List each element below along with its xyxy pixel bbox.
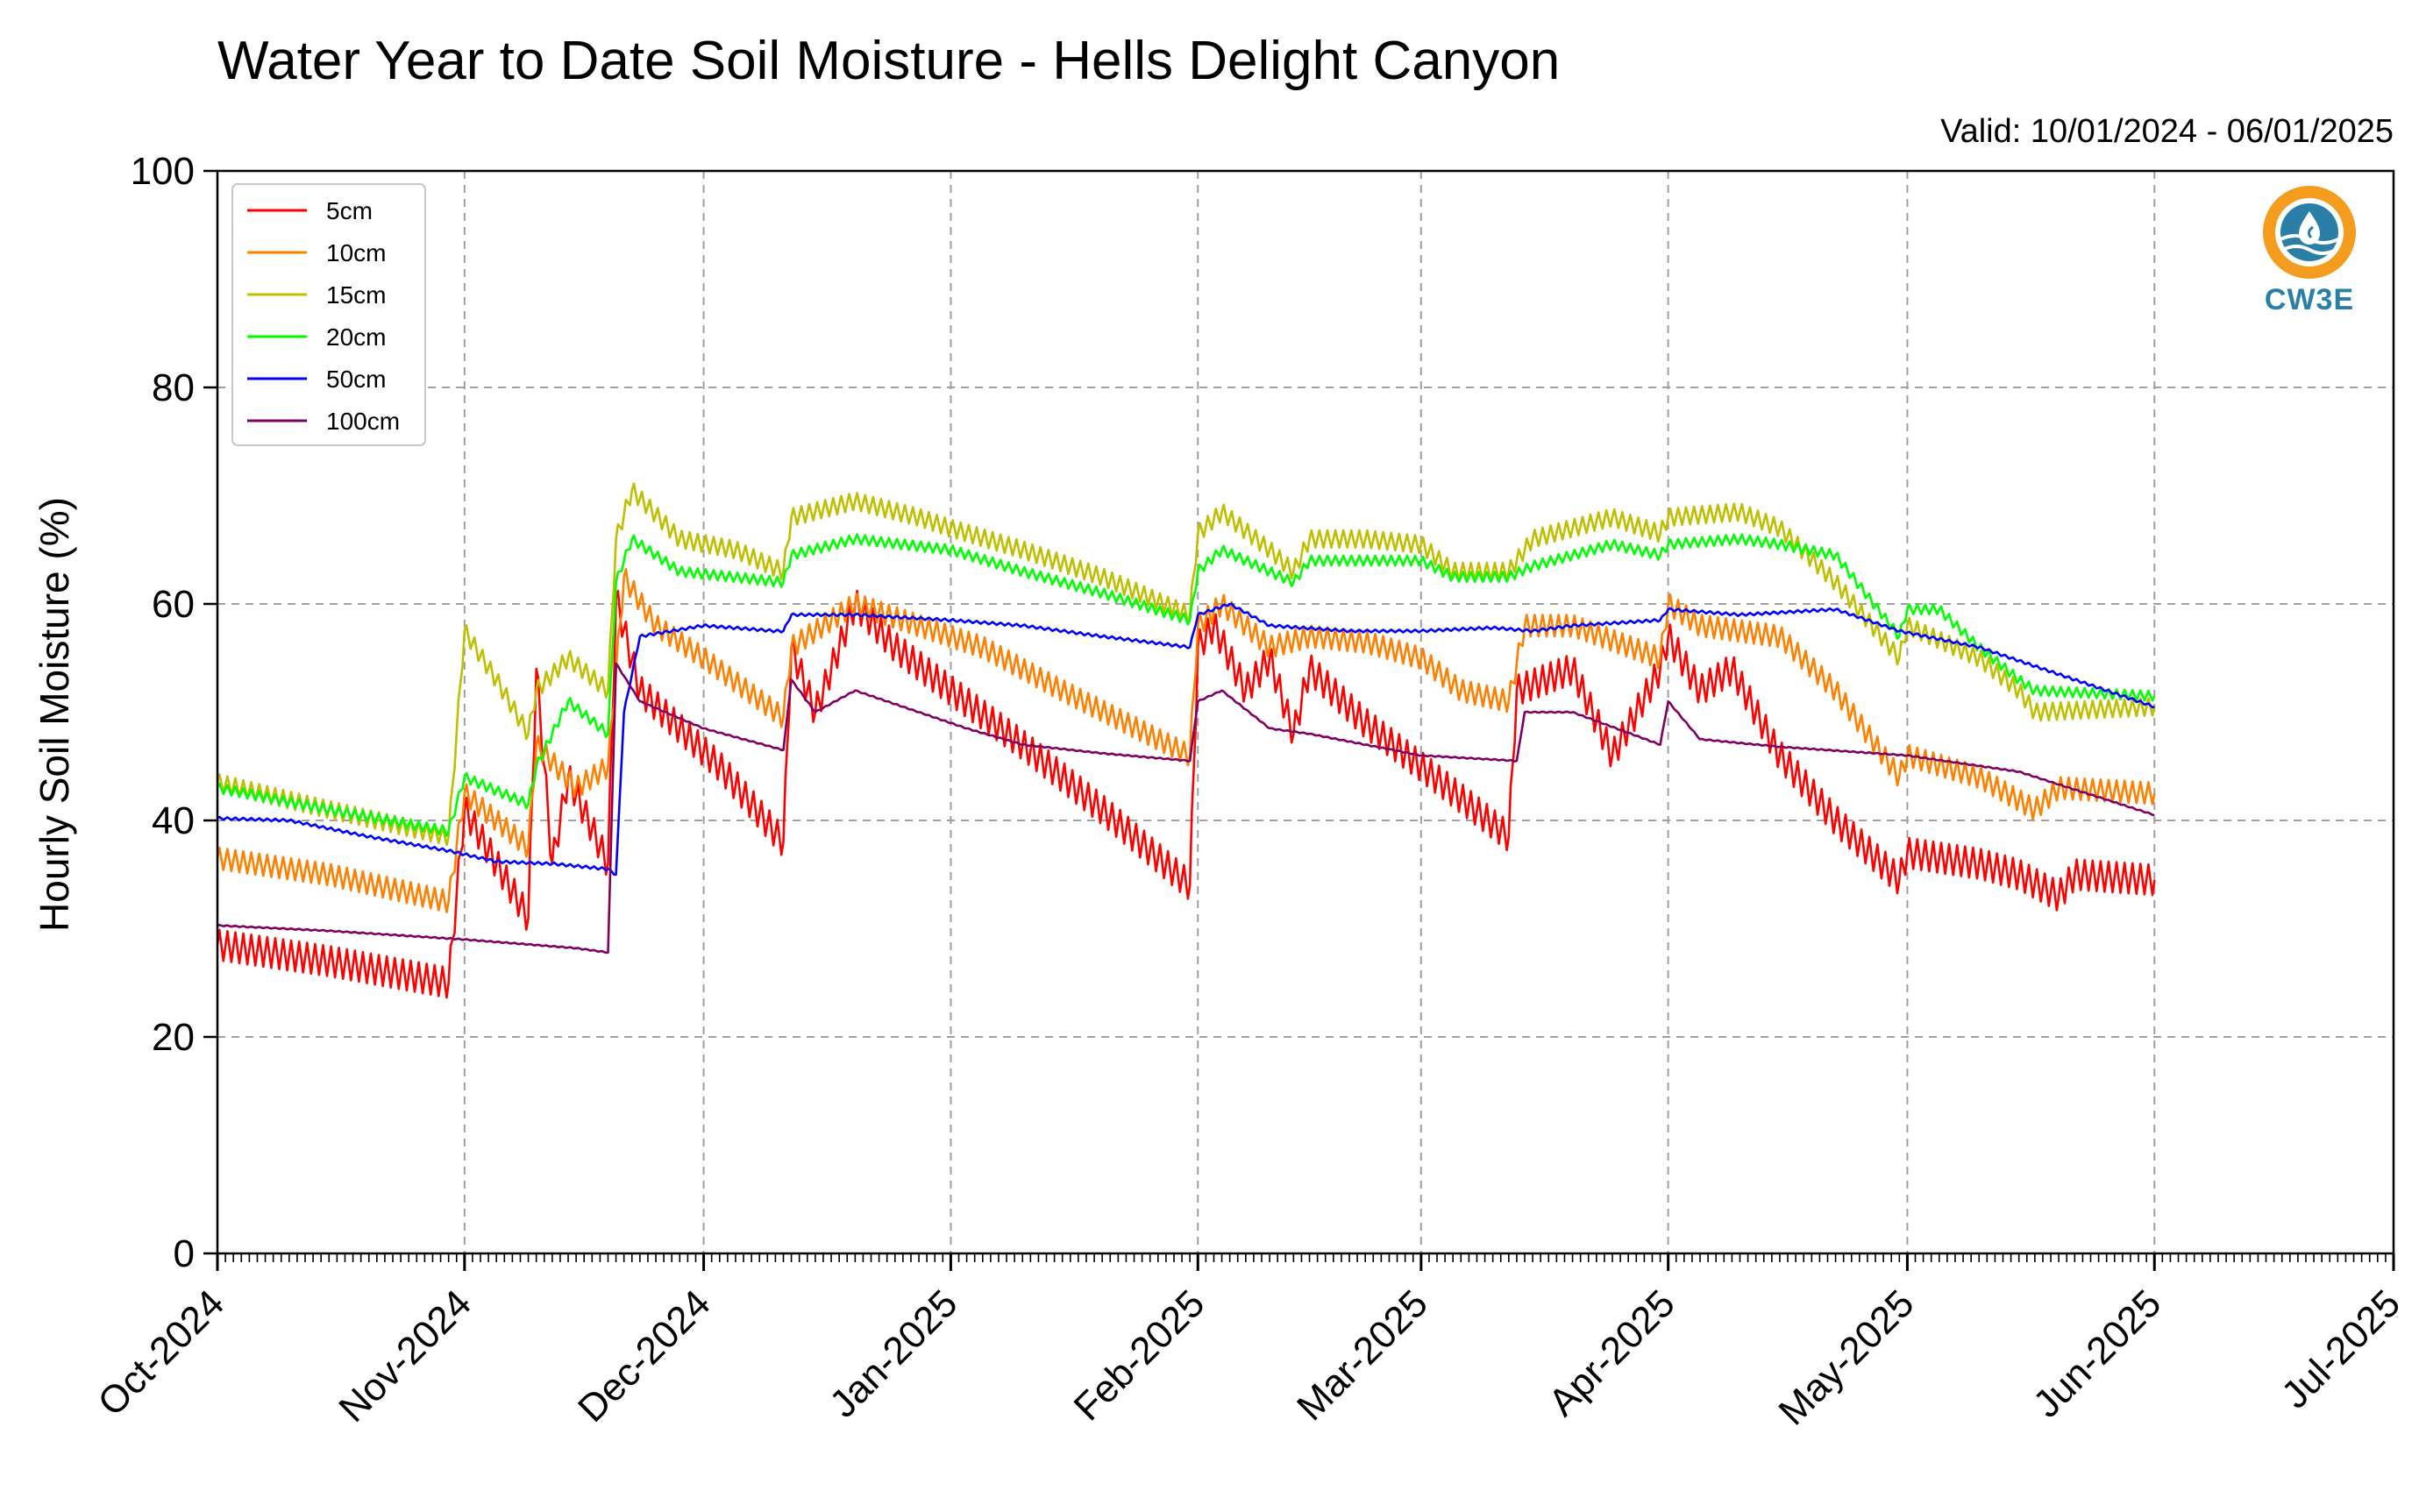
axis-ticks	[203, 169, 2395, 1271]
series-lines	[216, 482, 2156, 999]
logo-wave-2	[2282, 245, 2337, 255]
water-drop-icon	[2299, 211, 2320, 245]
legend-label-20cm: 20cm	[326, 323, 386, 351]
series-line-10cm	[216, 567, 2156, 913]
y-tick-label: 60	[152, 583, 195, 626]
cw3e-logo: CW3E	[2263, 186, 2356, 316]
legend-label-50cm: 50cm	[326, 366, 386, 393]
logo-ring	[2263, 186, 2356, 279]
y-tick-label: 20	[152, 1016, 195, 1059]
x-minor-ticks	[217, 1253, 2394, 1262]
legend-label-10cm: 10cm	[326, 239, 386, 266]
series-line-5cm	[216, 589, 2156, 999]
y-tick-label: 80	[152, 366, 195, 409]
y-axis-label: Hourly Soil Moisture (%)	[32, 497, 77, 932]
series-line-20cm	[216, 533, 2156, 837]
series-line-15cm	[216, 482, 2156, 847]
logo-text: CW3E	[2265, 283, 2354, 316]
logo-drop-swirl	[2307, 225, 2314, 239]
chart-title: Water Year to Date Soil Moisture - Hells…	[217, 31, 1560, 91]
y-tick-labels: 0 20 40 60 80 100	[131, 150, 195, 1275]
chart-subtitle: Valid: 10/01/2024 - 06/01/2025	[1940, 113, 2394, 150]
legend-label-100cm: 100cm	[326, 408, 400, 435]
y-tick-label: 0	[174, 1232, 195, 1275]
series-line-100cm	[217, 662, 2155, 955]
plot-frame	[216, 169, 2395, 1255]
y-tick-label: 100	[131, 150, 195, 193]
legend: 5cm 10cm 15cm 20cm 50cm 100cm	[231, 183, 426, 446]
legend-label-15cm: 15cm	[326, 281, 386, 309]
y-tick-label: 40	[152, 799, 195, 842]
legend-label-5cm: 5cm	[326, 197, 373, 224]
series-line-50cm	[217, 602, 2155, 877]
